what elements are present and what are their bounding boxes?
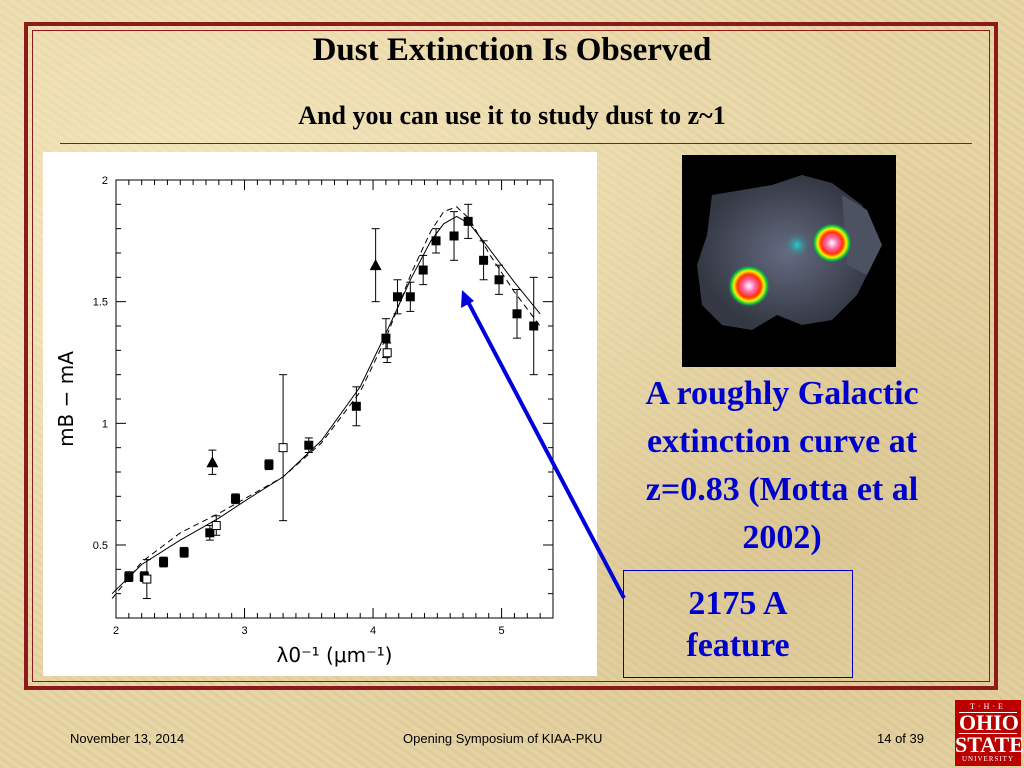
data-point-filled-square <box>231 494 241 504</box>
x-tick-label: 4 <box>370 625 376 637</box>
y-tick-label: 1.5 <box>93 297 108 309</box>
data-point-open-square <box>142 574 152 584</box>
data-point-filled-square <box>124 572 134 582</box>
data-point-triangle <box>369 259 382 271</box>
data-point-filled-square <box>463 216 473 226</box>
logo-ohio: OHIO <box>959 710 1019 735</box>
feature-callout-line: 2175 A <box>688 585 788 622</box>
x-tick-label: 5 <box>499 625 505 637</box>
title-divider <box>60 143 972 144</box>
x-tick-label: 2 <box>113 625 119 637</box>
data-point-filled-square <box>205 528 215 538</box>
y-axis-label: mB − mA <box>54 351 78 447</box>
logo-the: T·H·E <box>970 702 1006 711</box>
data-point-filled-square <box>264 460 274 470</box>
data-point-filled-square <box>392 292 402 302</box>
feature-callout-box: 2175 A feature <box>623 570 853 678</box>
extinction-chart-svg: 2 3 4 5 0.5 1 1.5 2 λ0⁻¹ (μm⁻¹) mB − mA <box>54 175 554 667</box>
model-curve-solid <box>111 215 541 595</box>
y-tick-label: 2 <box>102 175 108 187</box>
slide-title: Dust Extinction Is Observed <box>312 32 712 68</box>
data-point-filled-square <box>512 309 522 319</box>
data-point-filled-square <box>418 265 428 275</box>
x-axis-label: λ0⁻¹ (μm⁻¹) <box>277 643 393 667</box>
model-curve-dashed <box>111 206 541 599</box>
data-point-filled-square <box>351 401 361 411</box>
data-point-filled-square <box>381 333 391 343</box>
logo-state: STATE <box>955 732 1024 757</box>
extinction-plot: 2 3 4 5 0.5 1 1.5 2 λ0⁻¹ (μm⁻¹) mB − mA <box>43 152 597 676</box>
data-point-filled-square <box>529 321 539 331</box>
data-point-filled-square <box>159 557 169 567</box>
caption-line: A roughly Galactic <box>645 375 919 412</box>
y-tick-label: 1 <box>102 418 108 430</box>
y-tick-label: 0.5 <box>93 540 108 552</box>
slide-frame <box>24 22 998 690</box>
footer-page-number: 14 of 39 <box>877 731 924 746</box>
data-point-open-square <box>278 443 288 453</box>
data-point-open-square <box>382 348 392 358</box>
logo-university: UNIVERSITY <box>962 755 1014 763</box>
footer-date: November 13, 2014 <box>70 731 185 746</box>
feature-callout-line: feature <box>686 627 790 664</box>
data-point-filled-square <box>405 292 415 302</box>
caption-line: z=0.83 (Motta et al <box>645 471 919 508</box>
data-point-open-square <box>211 521 221 531</box>
caption-line: 2002) <box>742 519 822 556</box>
galaxy-image <box>682 155 896 367</box>
ohio-state-logo: T·H·E OHIO STATE UNIVERSITY <box>955 700 1024 766</box>
caption-text: A roughly Galactic extinction curve at z… <box>612 370 952 562</box>
data-point-filled-square <box>479 255 489 265</box>
footer-event: Opening Symposium of KIAA-PKU <box>403 731 603 746</box>
data-point-filled-square <box>304 440 314 450</box>
data-point-filled-square <box>431 236 441 246</box>
data-point-filled-square <box>179 547 189 557</box>
x-tick-label: 3 <box>241 625 247 637</box>
data-point-filled-square <box>449 231 459 241</box>
caption-line: extinction curve at <box>646 423 918 460</box>
slide-frame-inner <box>32 30 990 682</box>
slide-subtitle: And you can use it to study dust to z~1 <box>298 101 726 130</box>
data-point-filled-square <box>494 275 504 285</box>
lensed-galaxy-picture <box>697 175 882 330</box>
data-point-triangle <box>206 456 219 468</box>
